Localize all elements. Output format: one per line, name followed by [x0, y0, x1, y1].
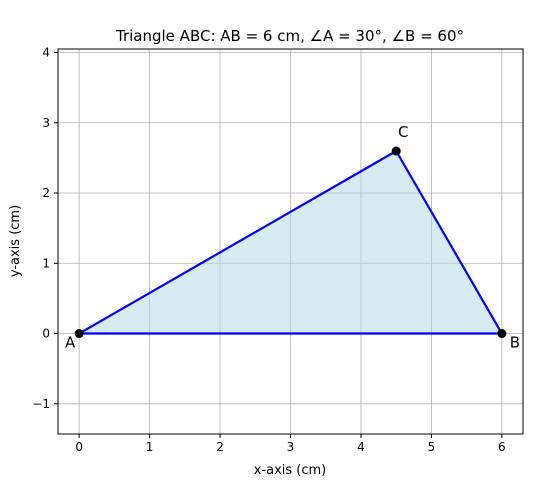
x-tick-label: 0: [75, 440, 83, 454]
x-tick-label: 1: [146, 440, 154, 454]
x-tick-label: 3: [287, 440, 295, 454]
vertex-label-c: C: [398, 123, 408, 141]
y-tick-label: 2: [42, 186, 50, 200]
x-tick-label: 4: [357, 440, 365, 454]
vertex-point-a: [75, 329, 84, 338]
vertex-point-b: [497, 329, 506, 338]
vertex-label-a: A: [65, 334, 76, 352]
y-tick-label: 0: [42, 327, 50, 341]
x-tick-label: 6: [498, 440, 506, 454]
y-tick-label: 1: [42, 256, 50, 270]
y-tick-label: 4: [42, 46, 50, 60]
vertex-label-b: B: [510, 334, 520, 352]
y-tick-label: 3: [42, 116, 50, 130]
chart-title: Triangle ABC: AB = 6 cm, ∠A = 30°, ∠B = …: [115, 27, 464, 45]
vertex-point-c: [392, 147, 401, 156]
x-tick-label: 5: [428, 440, 436, 454]
y-tick-label: −1: [32, 397, 50, 411]
x-tick-label: 2: [216, 440, 224, 454]
y-axis-label: y-axis (cm): [8, 205, 23, 277]
x-axis-label: x-axis (cm): [254, 463, 327, 478]
